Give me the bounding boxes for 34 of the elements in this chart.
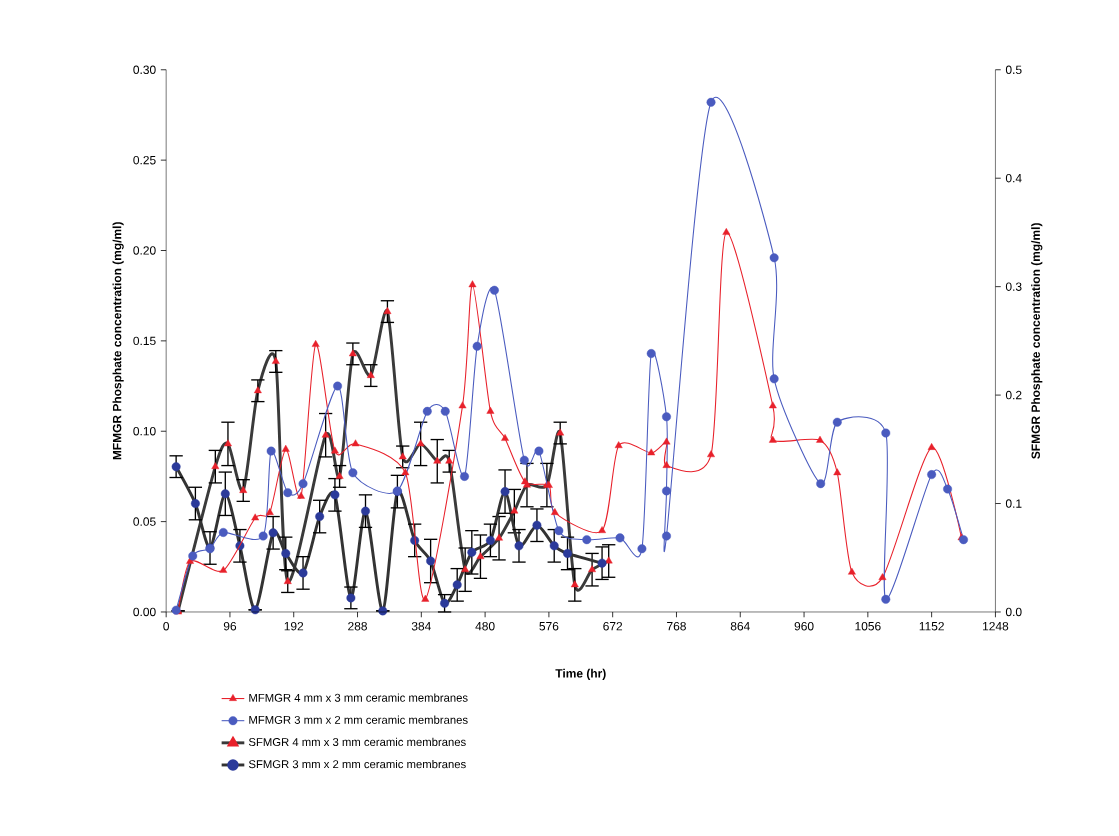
legend-label: SFMGR 4 mm x 3 mm ceramic membranes [248, 737, 466, 746]
y2-tick-label: 0.5 [1005, 65, 1022, 74]
x-tick-label: 384 [411, 621, 431, 631]
y2-tick-label: 0.0 [1005, 607, 1022, 617]
x-tick-label: 1152 [919, 621, 944, 631]
y2-axis-title: SFMGR Phosphate concentration (mg/ml) [1031, 223, 1043, 459]
x-tick-label: 480 [475, 621, 495, 631]
x-tick-label: 1248 [983, 621, 1009, 631]
x-tick-label: 576 [539, 621, 559, 631]
y2-tick-label: 0.2 [1005, 390, 1022, 400]
y-tick-label: 0.20 [133, 246, 156, 255]
x-tick-label: 96 [223, 621, 237, 631]
x-tick-label: 192 [284, 621, 304, 631]
y-tick-label: 0.05 [133, 517, 156, 526]
y2-tick-label: 0.4 [1005, 173, 1022, 183]
x-tick-label: 768 [667, 621, 686, 631]
legend-label: MFMGR 4 mm x 3 mm ceramic membranes [249, 693, 468, 702]
y-tick-label: 0.10 [133, 426, 156, 436]
x-tick-label: 1056 [855, 621, 881, 631]
y2-tick-label: 0.1 [1005, 499, 1022, 508]
x-tick-label: 288 [348, 621, 367, 631]
x-tick-label: 960 [794, 621, 814, 631]
x-tick-label: 0 [163, 621, 170, 631]
y2-tick-label: 0.3 [1005, 282, 1022, 291]
x-axis-title: Time (hr) [555, 668, 606, 680]
y-tick-label: 0.00 [133, 607, 156, 617]
y-axis-title: MFMGR Phosphate concentration (mg/ml) [112, 222, 124, 460]
y-tick-label: 0.30 [133, 65, 156, 74]
y-tick-label: 0.25 [133, 155, 156, 165]
x-tick-label: 864 [730, 621, 750, 631]
y-tick-label: 0.15 [133, 336, 156, 345]
x-tick-label: 672 [603, 621, 623, 631]
legend-label: MFMGR 3 mm x 2 mm ceramic membranes [249, 715, 468, 724]
legend-label: SFMGR 3 mm x 2 mm ceramic membranes [248, 759, 466, 769]
